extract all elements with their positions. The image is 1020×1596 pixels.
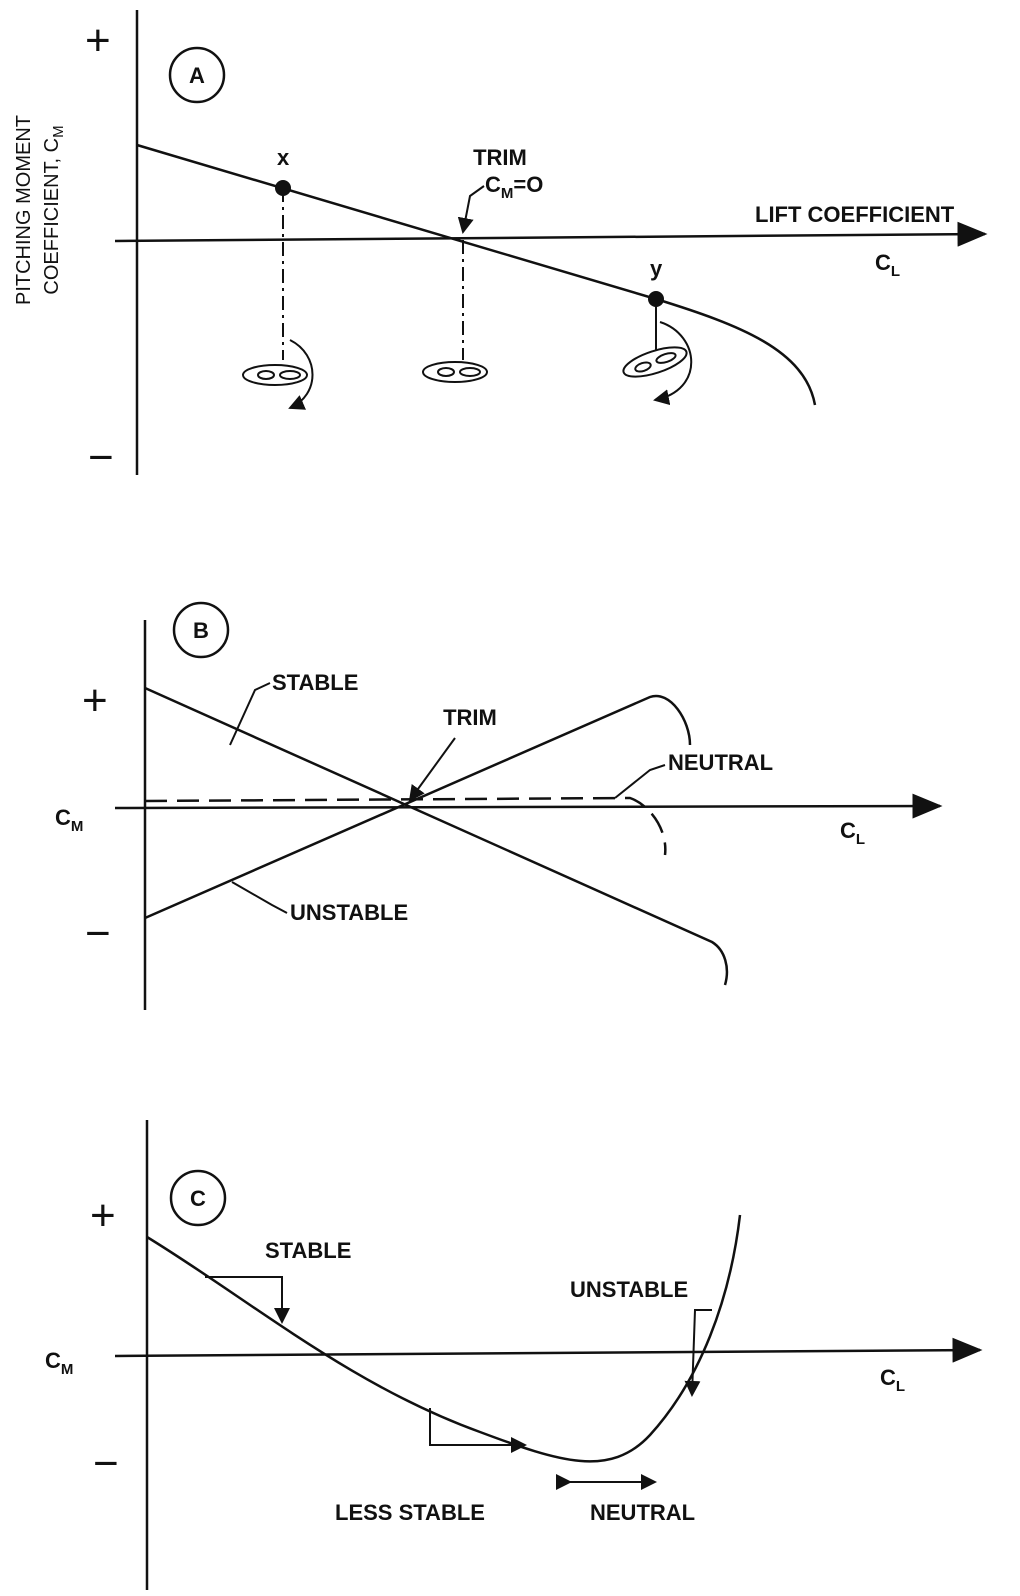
tangent-marker [205, 1276, 290, 1324]
neutral-label: NEUTRAL [668, 750, 773, 775]
stable-label: STABLE [265, 1238, 351, 1263]
symbol: C [880, 1365, 896, 1390]
subscript: L [891, 263, 900, 280]
panel-label: B [193, 618, 209, 643]
subscript: L [856, 831, 865, 848]
plus: + [82, 676, 108, 725]
stable-label: STABLE [272, 670, 358, 695]
label-text: COEFFICIENT, C [41, 138, 63, 295]
trim-label: TRIM [473, 145, 527, 170]
subscript: M [71, 818, 84, 835]
stable-line [144, 686, 729, 986]
minus: − [85, 909, 111, 958]
point-label: x [277, 145, 290, 170]
panel-circle [169, 1169, 227, 1227]
arrow [457, 185, 485, 234]
equation: =O [513, 172, 543, 197]
unstable-label: UNSTABLE [570, 1277, 688, 1302]
less-stable-label: LESS STABLE [335, 1500, 485, 1525]
symbol: C [45, 1348, 61, 1373]
minus: − [88, 433, 114, 482]
point-label: y [650, 256, 663, 281]
tangent-marker [684, 1309, 712, 1397]
x-symbol: CL [880, 1365, 905, 1395]
panel-circle [172, 601, 230, 659]
aircraft [242, 321, 693, 410]
subscript: L [896, 1378, 905, 1395]
y-symbol: CM [45, 1348, 73, 1378]
moment-curve [146, 1214, 742, 1463]
minus: − [93, 1439, 119, 1488]
x-axis [114, 221, 988, 247]
panel-label: C [190, 1186, 206, 1211]
x-axis [114, 793, 943, 819]
panel-a: + − A PITCHING MOMENT COEFFICIENT, CM LI… [13, 10, 988, 482]
panel-circle [168, 46, 226, 104]
unstable-label: UNSTABLE [290, 900, 408, 925]
panel-c: + − C CM CL STABLE UNSTABLE LESS STABLE … [45, 1120, 983, 1590]
subscript: M [50, 125, 67, 138]
subscript: M [501, 185, 514, 202]
plus: + [85, 16, 111, 65]
symbol: C [55, 805, 71, 830]
symbol: C [840, 818, 856, 843]
moment-curve [136, 143, 817, 406]
x-axis [114, 1337, 983, 1363]
tangent-marker [429, 1408, 527, 1453]
panel-label: A [189, 63, 205, 88]
symbol: C [875, 250, 891, 275]
arrow [408, 737, 456, 802]
trim-label: TRIM [443, 705, 497, 730]
x-symbol: CL [875, 250, 900, 280]
subscript: M [61, 1361, 74, 1378]
y-axis-label: PITCHING MOMENT [13, 115, 35, 305]
unstable-line [144, 694, 692, 920]
y-symbol: CM [55, 805, 83, 835]
trim-eq: CM=O [485, 172, 543, 202]
leader [229, 682, 271, 746]
x-axis-label: LIFT COEFFICIENT [755, 202, 955, 227]
neutral-label: NEUTRAL [590, 1500, 695, 1525]
symbol: C [485, 172, 501, 197]
leader [231, 881, 288, 914]
y-axis-label: COEFFICIENT, CM [41, 125, 67, 294]
neutral-line [144, 796, 667, 856]
x-symbol: CL [840, 818, 865, 848]
panel-b: + − B CM CL STABLE TRIM NEUTRAL UNSTABLE [55, 601, 943, 1010]
leader [614, 764, 666, 799]
plus: + [90, 1191, 116, 1240]
